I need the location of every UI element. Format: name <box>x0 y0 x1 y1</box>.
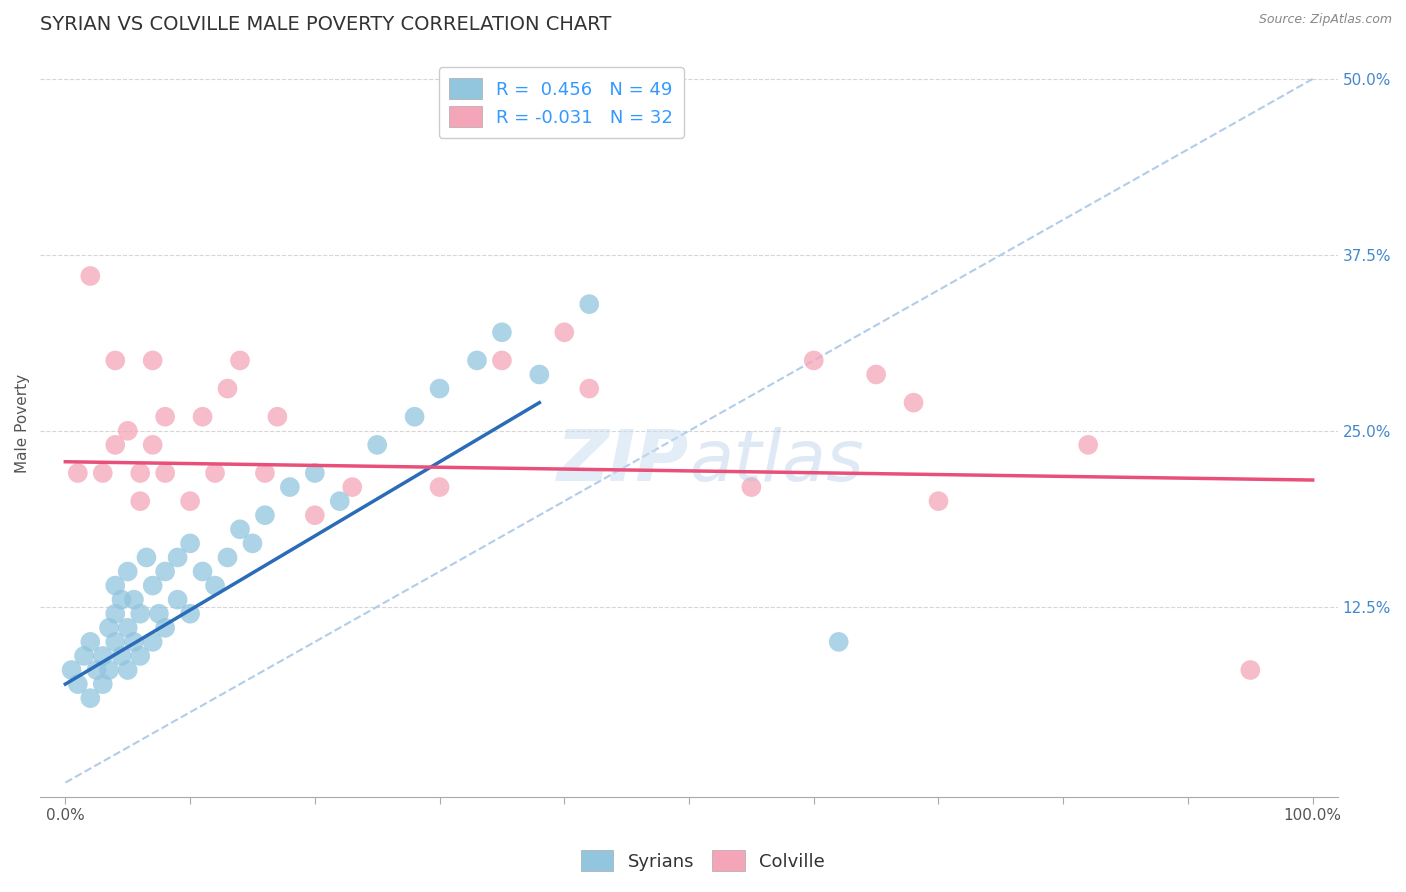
Point <box>1239 663 1261 677</box>
Point <box>153 466 176 480</box>
Point <box>529 368 551 382</box>
Point <box>129 648 152 663</box>
Point <box>142 438 165 452</box>
Point <box>148 607 170 621</box>
Point <box>242 536 264 550</box>
Point <box>191 565 214 579</box>
Point <box>304 508 326 523</box>
Point <box>91 648 114 663</box>
Point <box>465 353 488 368</box>
Point <box>578 297 600 311</box>
Point <box>104 635 127 649</box>
Point <box>253 508 276 523</box>
Text: ZIP: ZIP <box>557 426 689 496</box>
Point <box>828 635 851 649</box>
Point <box>342 480 364 494</box>
Point <box>142 635 165 649</box>
Point <box>98 663 121 677</box>
Point <box>429 480 451 494</box>
Point <box>79 268 101 283</box>
Point <box>266 409 288 424</box>
Point <box>153 565 176 579</box>
Point <box>104 353 127 368</box>
Point <box>153 621 176 635</box>
Point <box>329 494 352 508</box>
Point <box>122 592 145 607</box>
Point <box>304 466 326 480</box>
Point <box>166 550 188 565</box>
Point <box>191 409 214 424</box>
Point <box>153 409 176 424</box>
Point <box>60 663 83 677</box>
Legend: R =  0.456   N = 49, R = -0.031   N = 32: R = 0.456 N = 49, R = -0.031 N = 32 <box>439 67 685 138</box>
Point <box>66 677 89 691</box>
Point <box>110 648 132 663</box>
Point <box>79 635 101 649</box>
Point <box>179 494 201 508</box>
Point <box>129 607 152 621</box>
Point <box>104 438 127 452</box>
Point <box>104 607 127 621</box>
Text: Source: ZipAtlas.com: Source: ZipAtlas.com <box>1258 13 1392 27</box>
Point <box>104 578 127 592</box>
Point <box>1077 438 1099 452</box>
Point <box>79 691 101 706</box>
Y-axis label: Male Poverty: Male Poverty <box>15 374 30 474</box>
Point <box>91 466 114 480</box>
Legend: Syrians, Colville: Syrians, Colville <box>574 843 832 879</box>
Point <box>217 382 239 396</box>
Point <box>91 677 114 691</box>
Point <box>204 578 226 592</box>
Point <box>135 550 157 565</box>
Point <box>803 353 825 368</box>
Point <box>366 438 388 452</box>
Point <box>865 368 887 382</box>
Point <box>117 424 139 438</box>
Point <box>142 578 165 592</box>
Point <box>429 382 451 396</box>
Point <box>73 648 96 663</box>
Point <box>129 494 152 508</box>
Point <box>740 480 762 494</box>
Point <box>86 663 108 677</box>
Point <box>578 382 600 396</box>
Point <box>404 409 426 424</box>
Point <box>491 326 513 340</box>
Point <box>491 353 513 368</box>
Point <box>98 621 121 635</box>
Point <box>927 494 949 508</box>
Point <box>204 466 226 480</box>
Point <box>179 536 201 550</box>
Point <box>122 635 145 649</box>
Point <box>142 353 165 368</box>
Point <box>278 480 301 494</box>
Point <box>110 592 132 607</box>
Text: SYRIAN VS COLVILLE MALE POVERTY CORRELATION CHART: SYRIAN VS COLVILLE MALE POVERTY CORRELAT… <box>41 15 612 34</box>
Point <box>229 522 252 536</box>
Point <box>129 466 152 480</box>
Point <box>166 592 188 607</box>
Point <box>229 353 252 368</box>
Point <box>179 607 201 621</box>
Point <box>117 621 139 635</box>
Point <box>903 395 925 409</box>
Point <box>66 466 89 480</box>
Point <box>117 565 139 579</box>
Text: atlas: atlas <box>689 426 863 496</box>
Point <box>253 466 276 480</box>
Point <box>117 663 139 677</box>
Point <box>553 326 575 340</box>
Point <box>217 550 239 565</box>
